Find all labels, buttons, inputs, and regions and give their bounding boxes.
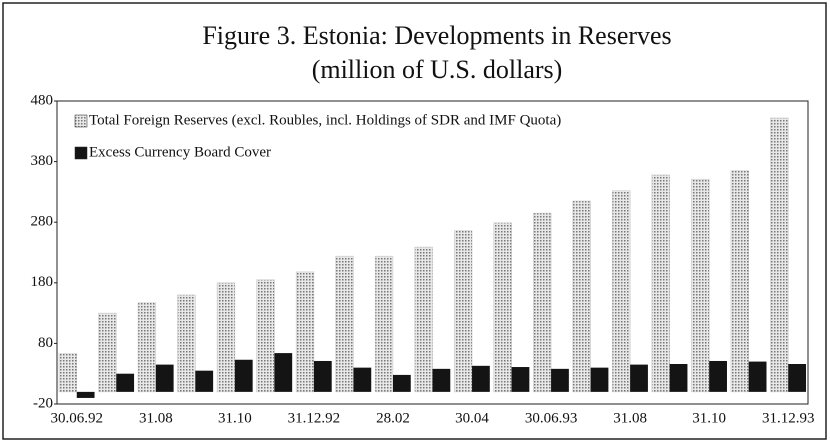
bar [335, 255, 354, 393]
bar [493, 222, 512, 393]
bar [274, 353, 293, 392]
bar [155, 364, 174, 392]
x-tick-label: 31.12.92 [288, 410, 341, 426]
bar [691, 178, 710, 393]
bar [313, 360, 332, 392]
x-tick-label: 31.10 [692, 410, 726, 426]
x-tick-label: 30.06.92 [51, 410, 104, 426]
x-tick-label: 31.08 [613, 410, 647, 426]
x-tick-label: 30.04 [455, 410, 489, 426]
bar [630, 364, 648, 392]
bar [374, 255, 394, 393]
x-tick-label: 31.08 [139, 410, 173, 426]
x-tick-label: 31.10 [218, 410, 252, 426]
bar [234, 359, 253, 392]
bar [137, 302, 157, 393]
chart-subtitle: (million of U.S. dollars) [312, 55, 563, 84]
legend-swatch [74, 146, 88, 160]
x-tick-label: 28.02 [376, 410, 410, 426]
bar [748, 361, 767, 392]
bar [256, 279, 275, 393]
bar [432, 368, 451, 392]
bar [58, 353, 78, 393]
bar [195, 370, 214, 392]
bar [651, 174, 670, 393]
y-tick-label: 80 [38, 335, 53, 351]
bar [216, 282, 236, 393]
bar [788, 364, 807, 392]
bar [98, 312, 117, 393]
bar [590, 367, 609, 392]
plot-area [56, 100, 809, 405]
legend-label: Excess Currency Board Cover [89, 144, 271, 160]
bar [511, 367, 530, 392]
bar [295, 271, 315, 393]
bar [612, 190, 631, 393]
bar [472, 365, 490, 392]
legend-swatch [74, 114, 88, 128]
y-tick-label: -20 [33, 395, 53, 411]
bar [76, 391, 95, 398]
x-tick-label: 30.06.93 [525, 410, 578, 426]
bar [572, 200, 591, 393]
bar [709, 360, 727, 392]
y-tick-label: 380 [31, 153, 54, 169]
bar [392, 374, 411, 392]
bar [770, 117, 789, 393]
x-tick-label: 31.12.93 [762, 410, 815, 426]
chart-title: Figure 3. Estonia: Developments in Reser… [202, 21, 671, 50]
y-tick-label: 480 [31, 92, 54, 108]
bar [533, 212, 552, 393]
bar [730, 170, 749, 393]
bar [453, 230, 473, 393]
bar [669, 364, 688, 392]
bar [177, 294, 196, 393]
bar [116, 373, 135, 392]
y-tick-label: 180 [31, 274, 54, 290]
y-tick-label: 280 [31, 214, 54, 230]
bar [353, 367, 372, 392]
bar [551, 368, 569, 392]
legend-label: Total Foreign Reserves (excl. Roubles, i… [89, 112, 561, 128]
bar [414, 246, 433, 393]
